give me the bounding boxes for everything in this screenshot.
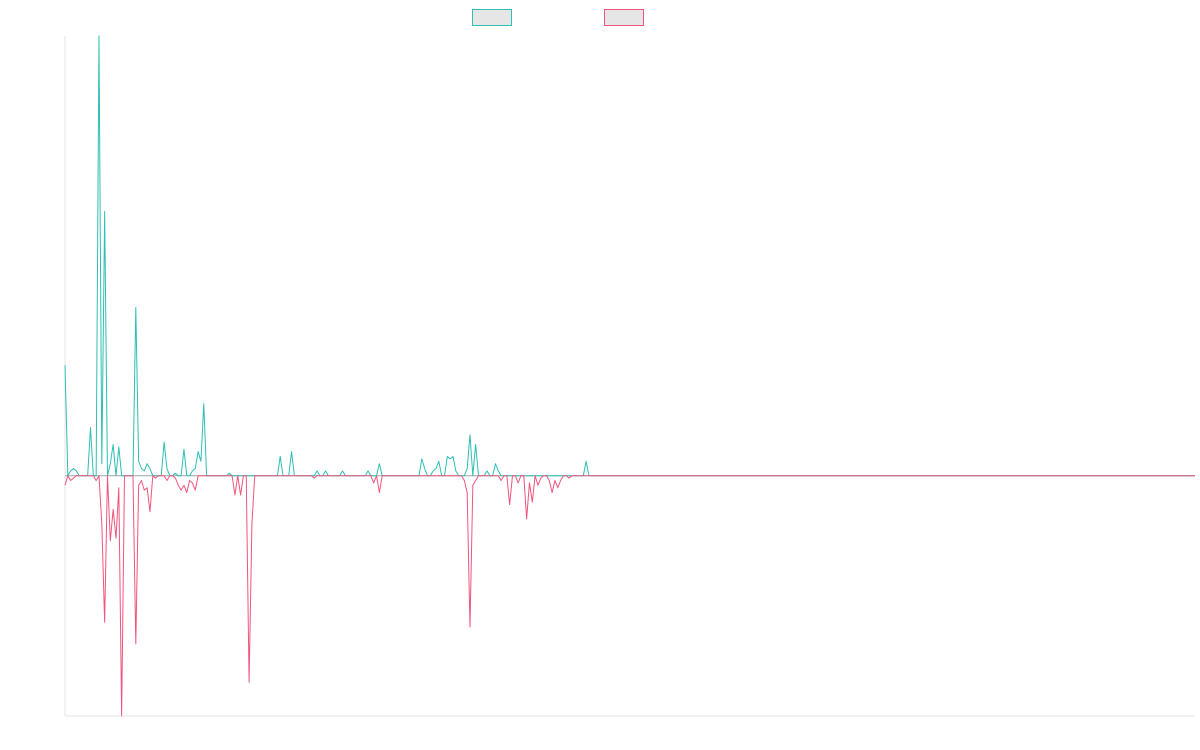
chart-axes	[64, 36, 1195, 717]
legend-swatch-series-2[interactable]	[604, 9, 644, 26]
plot-area	[64, 35, 1195, 717]
series-line-2	[64, 475, 1195, 717]
legend-swatch-series-1[interactable]	[472, 9, 512, 26]
series-line-1	[64, 35, 1195, 477]
